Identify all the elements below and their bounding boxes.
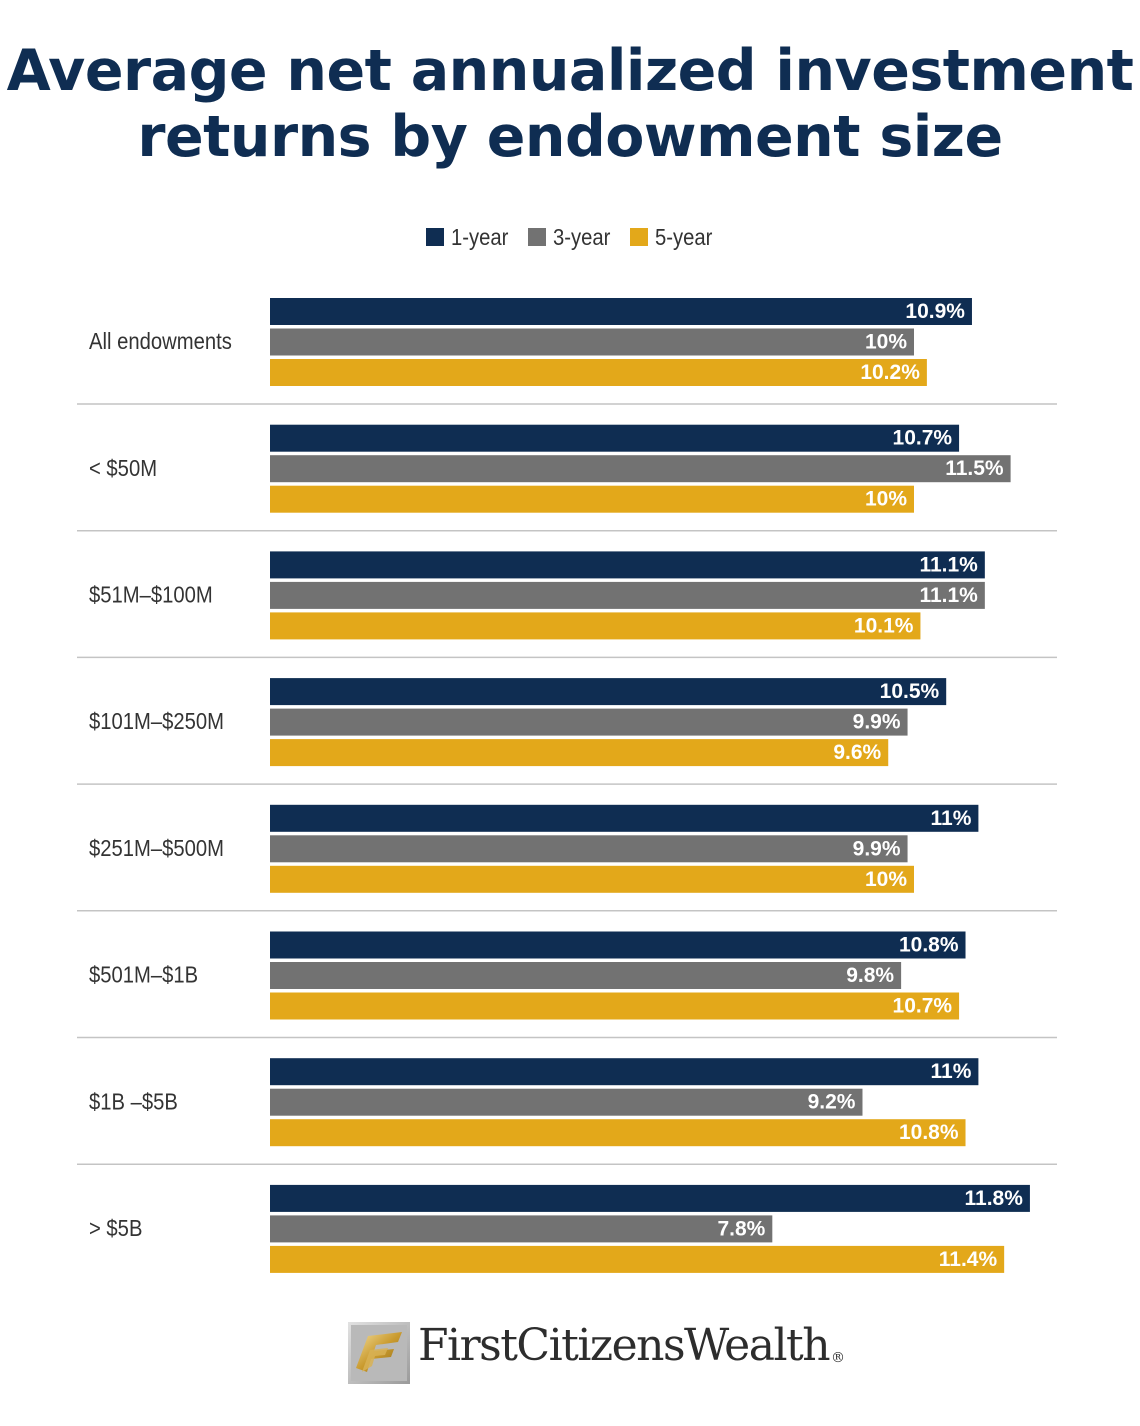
category-label: > $5B bbox=[89, 1215, 142, 1242]
data-label: 11.4% bbox=[939, 1248, 998, 1271]
first-citizens-logo-icon bbox=[348, 1322, 410, 1384]
data-label: 11% bbox=[931, 1060, 972, 1083]
data-label: 9.6% bbox=[833, 741, 881, 764]
data-label: 11.1% bbox=[919, 584, 978, 607]
bar-1-year bbox=[270, 678, 947, 706]
brand-name-text-3: Wealth bbox=[684, 1320, 831, 1371]
category-label: All endowments bbox=[89, 328, 232, 355]
data-label: 10% bbox=[865, 331, 907, 354]
data-label: 11.8% bbox=[965, 1187, 1024, 1210]
bar-3-year bbox=[270, 328, 914, 356]
category-label: $1B –$5B bbox=[89, 1088, 178, 1115]
data-label: 10.2% bbox=[860, 361, 920, 384]
data-label: 10.7% bbox=[893, 995, 953, 1018]
bar-5-year bbox=[270, 1245, 1005, 1273]
bar-3-year bbox=[270, 1215, 773, 1243]
legend-swatch-5-year bbox=[630, 228, 649, 246]
bar-1-year bbox=[270, 931, 966, 959]
category-label: $101M–$250M bbox=[89, 708, 224, 735]
data-label: 10.9% bbox=[905, 300, 965, 323]
bar-1-year bbox=[270, 424, 960, 452]
bar-1-year bbox=[270, 1058, 979, 1086]
bar-5-year bbox=[270, 865, 914, 893]
bar-1-year bbox=[270, 551, 985, 579]
legend-label-5-year: 5-year bbox=[655, 223, 713, 250]
category-label: $251M–$500M bbox=[89, 835, 224, 862]
bar-3-year bbox=[270, 962, 902, 989]
data-label: 10% bbox=[865, 488, 907, 511]
bar-5-year bbox=[270, 612, 921, 640]
chart-legend: 1-year 3-year 5-year bbox=[0, 222, 1140, 252]
data-label: 9.2% bbox=[808, 1091, 856, 1114]
bar-3-year bbox=[270, 1088, 863, 1116]
data-label: 11% bbox=[931, 807, 972, 830]
bar-3-year bbox=[270, 708, 908, 736]
legend-label-1-year: 1-year bbox=[450, 223, 509, 250]
bar-1-year bbox=[270, 804, 979, 832]
bar-5-year bbox=[270, 485, 914, 513]
brand-name-text-2: Citizens bbox=[516, 1320, 685, 1371]
bar-5-year bbox=[270, 739, 889, 767]
bar-5-year bbox=[270, 359, 927, 386]
data-label: 9.9% bbox=[853, 837, 901, 860]
category-label: $501M–$1B bbox=[89, 961, 198, 988]
bar-1-year bbox=[270, 1184, 1030, 1212]
legend-swatch-3-year bbox=[527, 228, 546, 246]
data-label: 10.8% bbox=[899, 934, 959, 957]
legend-swatch-1-year bbox=[425, 228, 444, 246]
data-label: 10.5% bbox=[880, 680, 940, 703]
bar-3-year bbox=[270, 455, 1011, 483]
data-label: 9.8% bbox=[846, 964, 894, 987]
legend-item-3-year: 3-year bbox=[527, 223, 612, 251]
registered-mark: ® bbox=[831, 1350, 846, 1366]
legend-item-1-year: 1-year bbox=[425, 223, 510, 251]
data-label: 7.8% bbox=[717, 1217, 765, 1240]
bar-5-year bbox=[270, 1119, 966, 1147]
data-label: 11.5% bbox=[945, 457, 1004, 480]
data-label: 9.9% bbox=[853, 711, 901, 734]
category-label: $51M–$100M bbox=[89, 581, 213, 608]
chart-title: Average net annualized investment return… bbox=[0, 38, 1140, 170]
legend-item-5-year: 5-year bbox=[630, 224, 714, 251]
legend-label-3-year: 3-year bbox=[552, 223, 611, 250]
bar-5-year bbox=[270, 992, 960, 1020]
data-label: 11.1% bbox=[919, 553, 978, 576]
category-label: < $50M bbox=[89, 455, 157, 482]
data-label: 10% bbox=[865, 868, 907, 891]
chart-title-line-1: Average net annualized investment bbox=[6, 38, 1134, 104]
chart-title-line-2: returns by endowment size bbox=[137, 104, 1003, 170]
data-label: 10.1% bbox=[854, 614, 914, 637]
data-label: 10.8% bbox=[899, 1121, 959, 1144]
bar-3-year bbox=[270, 835, 908, 863]
bar-3-year bbox=[270, 581, 985, 609]
data-label: 10.7% bbox=[893, 427, 953, 450]
brand-name-text: First bbox=[418, 1320, 518, 1371]
brand-name: FirstCitizensWealth ® bbox=[418, 1320, 846, 1371]
bar-1-year bbox=[270, 298, 972, 325]
